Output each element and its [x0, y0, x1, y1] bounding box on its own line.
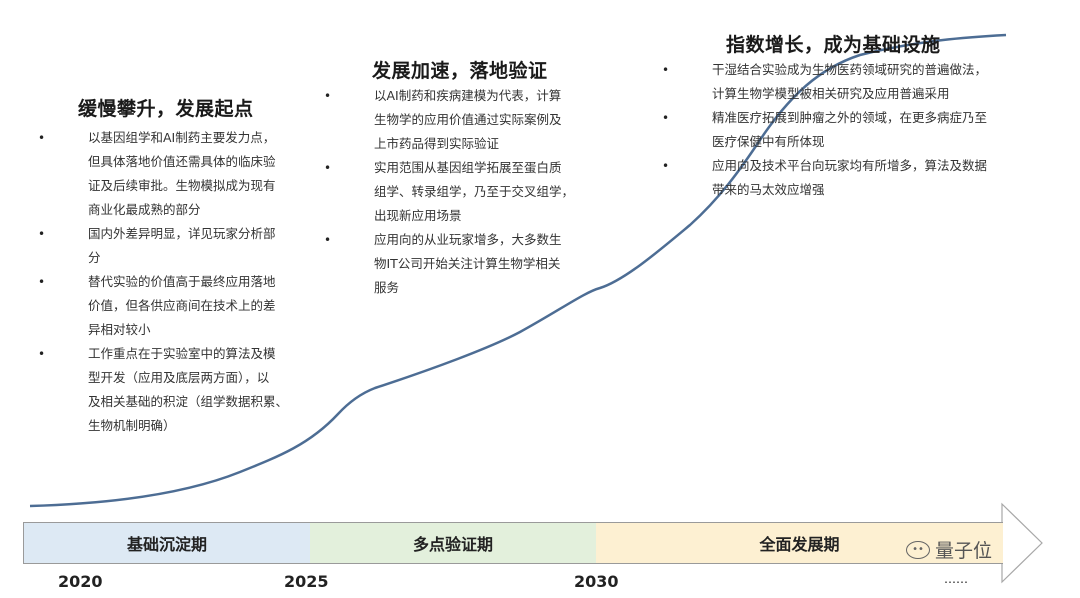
bullet-line: 异相对较小	[88, 322, 151, 337]
bullet-line: 分	[88, 250, 101, 265]
year-label-ellipsis: ……	[944, 572, 968, 586]
bullet-line: 证及后续审批。生物模拟成为现有	[88, 178, 276, 193]
watermark: •• 量子位	[906, 536, 992, 563]
bullet-line: 组学、转录组学，乃至于交叉组学，	[374, 184, 575, 199]
bullet-dot: •	[38, 131, 46, 145]
watermark-text: 量子位	[935, 540, 993, 562]
list-item: • 精准医疗拓展到肿瘤之外的领域，在更多病症乃至 医疗保健中有所体现	[662, 106, 1012, 154]
timeline-arrow-head	[1001, 502, 1043, 584]
bullet-dot: •	[324, 161, 332, 175]
timeline-phase-1: 基础沉淀期	[23, 522, 310, 564]
bullet-line: 价值，但各供应商间在技术上的差	[88, 298, 276, 313]
bullet-line: 生物学的应用价值通过实际案例及	[374, 112, 562, 127]
list-item: • 实用范围从基因组学拓展至蛋白质 组学、转录组学，乃至于交叉组学， 出现新应用…	[324, 156, 604, 228]
bullet-dot: •	[662, 159, 670, 173]
bullet-line: 工作重点在于实验室中的算法及模	[88, 346, 276, 361]
bullet-dot: •	[38, 227, 46, 241]
bullet-line: 生物机制明确）	[88, 418, 176, 433]
bullet-line: 型开发（应用及底层两方面），以	[88, 370, 270, 385]
list-item: • 工作重点在于实验室中的算法及模 型开发（应用及底层两方面），以 及相关基础的…	[38, 342, 318, 438]
bullet-line: 商业化最成熟的部分	[88, 202, 201, 217]
list-item: • 应用向及技术平台向玩家均有所增多，算法及数据 带来的马太效应增强	[662, 154, 1012, 202]
stage-3-bullets: • 干湿结合实验成为生物医药领域研究的普遍做法， 计算生物学模型被相关研究及应用…	[662, 58, 1012, 202]
bullet-line: 以基因组学和AI制药主要发力点，	[88, 130, 276, 145]
bullet-line: 医疗保健中有所体现	[712, 134, 825, 149]
bullet-line: 出现新应用场景	[374, 208, 462, 223]
bullet-line: 精准医疗拓展到肿瘤之外的领域，在更多病症乃至	[712, 110, 988, 125]
bullet-dot: •	[38, 275, 46, 289]
stage-1-bullets: • 以基因组学和AI制药主要发力点， 但具体落地价值还需具体的临床验 证及后续审…	[38, 126, 318, 438]
timeline-phase-2: 多点验证期	[310, 522, 596, 564]
list-item: • 应用向的从业玩家增多，大多数生 物IT公司开始关注计算生物学相关 服务	[324, 228, 604, 300]
list-item: • 以基因组学和AI制药主要发力点， 但具体落地价值还需具体的临床验 证及后续审…	[38, 126, 318, 222]
bullet-dot: •	[324, 233, 332, 247]
list-item: • 替代实验的价值高于最终应用落地 价值，但各供应商间在技术上的差 异相对较小	[38, 270, 318, 342]
stage-title-3: 指数增长，成为基础设施	[726, 34, 941, 56]
timeline-phase-3: 全面发展期	[596, 522, 1003, 564]
bullet-line: 但具体落地价值还需具体的临床验	[88, 154, 276, 169]
year-label-2020: 2020	[58, 572, 103, 591]
bullet-line: 国内外差异明显，详见玩家分析部	[88, 226, 276, 241]
bullet-line: 以AI制药和疾病建模为代表，计算	[374, 88, 562, 103]
list-item: • 干湿结合实验成为生物医药领域研究的普遍做法， 计算生物学模型被相关研究及应用…	[662, 58, 1012, 106]
stage-2-bullets: • 以AI制药和疾病建模为代表，计算 生物学的应用价值通过实际案例及 上市药品得…	[324, 84, 604, 300]
year-label-2025: 2025	[284, 572, 329, 591]
bullet-line: 及相关基础的积淀（组学数据积累、	[88, 394, 289, 409]
bullet-line: 实用范围从基因组学拓展至蛋白质	[374, 160, 562, 175]
bullet-line: 替代实验的价值高于最终应用落地	[88, 274, 276, 289]
bullet-line: 物IT公司开始关注计算生物学相关	[374, 256, 561, 271]
growth-curve	[29, 33, 1007, 508]
bullet-dot: •	[38, 347, 46, 361]
bullet-line: 干湿结合实验成为生物医药领域研究的普遍做法，	[712, 62, 988, 77]
stage-title-1: 缓慢攀升，发展起点	[78, 98, 254, 120]
bullet-dot: •	[324, 89, 332, 103]
bullet-line: 计算生物学模型被相关研究及应用普遍采用	[712, 86, 950, 101]
wechat-icon: ••	[906, 540, 930, 559]
bullet-dot: •	[662, 111, 670, 125]
bullet-line: 服务	[374, 280, 400, 295]
bullet-line: 上市药品得到实际验证	[374, 136, 500, 151]
bullet-line: 应用向的从业玩家增多，大多数生	[374, 232, 562, 247]
bullet-line: 带来的马太效应增强	[712, 182, 825, 197]
bullet-dot: •	[662, 63, 670, 77]
list-item: • 以AI制药和疾病建模为代表，计算 生物学的应用价值通过实际案例及 上市药品得…	[324, 84, 604, 156]
year-label-2030: 2030	[574, 572, 619, 591]
list-item: • 国内外差异明显，详见玩家分析部 分	[38, 222, 318, 270]
stage-title-2: 发展加速，落地验证	[372, 60, 548, 82]
bullet-line: 应用向及技术平台向玩家均有所增多，算法及数据	[712, 158, 988, 173]
